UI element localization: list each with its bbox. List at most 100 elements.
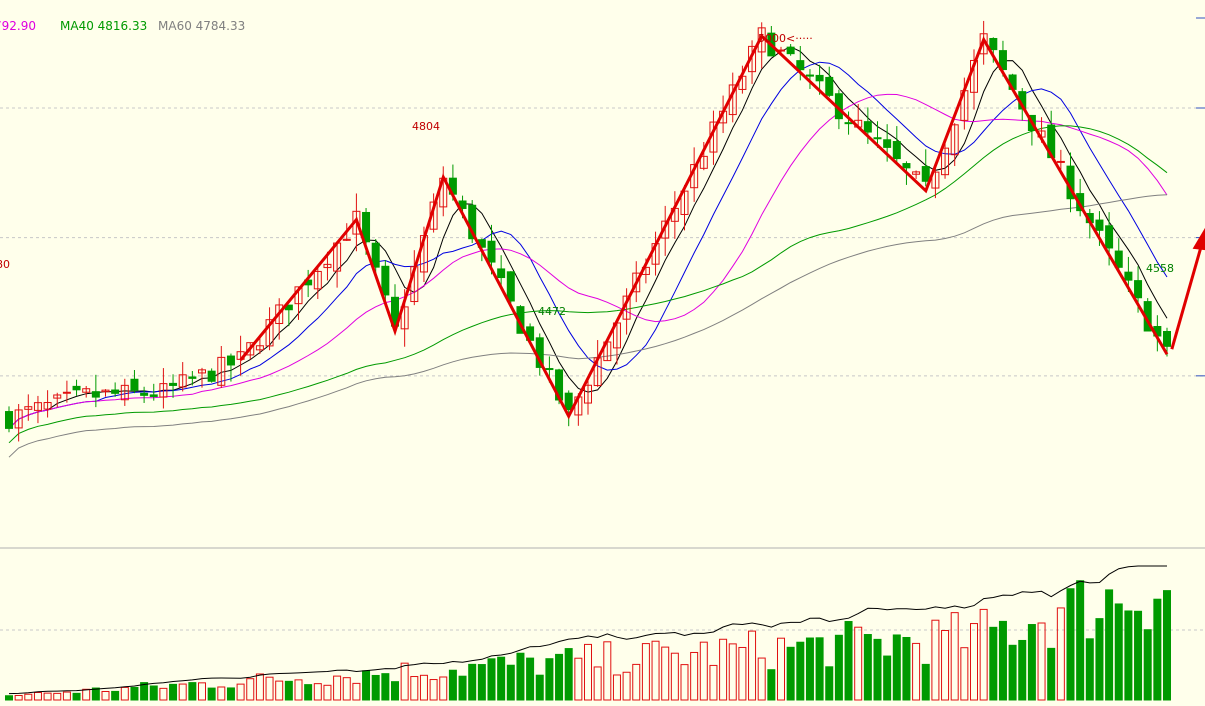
volume-bar [362, 670, 371, 701]
candle-body [873, 137, 882, 140]
volume-bar [342, 677, 351, 701]
candle-body [101, 389, 110, 393]
candle-body [82, 388, 91, 393]
volume-bar [24, 693, 33, 701]
volume-bar [719, 638, 728, 701]
candle-body [497, 268, 506, 279]
legend-ma40: MA40 4816.33 [60, 19, 147, 33]
volume-bar [651, 640, 660, 701]
volume-bar [62, 691, 71, 701]
candle-body [564, 392, 573, 411]
volume-bar [699, 641, 708, 701]
candle-body [1056, 160, 1065, 163]
volume-bar [497, 656, 506, 701]
volume-bar [902, 636, 911, 701]
candle-body [1095, 219, 1104, 231]
candle-body [275, 304, 284, 325]
volume-bar [1095, 618, 1104, 701]
candle-body [371, 242, 380, 268]
volume-bar [873, 638, 882, 701]
volume-bar [834, 634, 843, 701]
volume-bar [989, 626, 998, 701]
candle-body [545, 368, 554, 371]
volume-bar [159, 687, 168, 701]
volume-bar [863, 634, 872, 701]
volume-bar [1037, 622, 1046, 701]
volume-bar [188, 682, 197, 701]
volume-bar [333, 675, 342, 701]
candle-body [825, 76, 834, 96]
volume-bar [622, 671, 631, 701]
candle-body [43, 402, 52, 410]
ma20-line [8, 93, 1168, 429]
annotation-5000: 5000<····· [758, 32, 813, 45]
candle-body [72, 385, 81, 391]
volume-bar [487, 658, 496, 701]
volume-bar [313, 683, 322, 701]
volume-bar [777, 637, 785, 701]
candle-body [902, 163, 911, 169]
volume-bar [1105, 589, 1114, 701]
volume-bar [796, 641, 805, 701]
volume-bar [419, 674, 428, 701]
candle-body [169, 382, 178, 386]
candle-body [844, 122, 853, 125]
annotation-left-edge: 80 [0, 258, 10, 271]
volume-bar [149, 685, 158, 701]
candle-body [506, 271, 515, 302]
candle-body [468, 204, 477, 240]
annotation-4804: 4804 [412, 120, 440, 133]
volume-bar [709, 664, 718, 701]
candle-body [53, 394, 62, 399]
volume-bar [448, 669, 457, 701]
volume-bar [111, 690, 120, 701]
rebound-arrow-shaft [1170, 244, 1204, 350]
zigzag-path [239, 33, 1169, 420]
candle-body [400, 306, 409, 330]
candle-body [178, 374, 187, 388]
candle-body [24, 406, 33, 410]
volume-bar [120, 686, 129, 701]
volume-bar [323, 684, 332, 701]
volume-bar [198, 682, 206, 701]
volume-bar [555, 653, 564, 701]
volume-bar [1134, 610, 1143, 701]
volume-bar [738, 646, 747, 701]
volume-bar [1143, 629, 1152, 701]
candle-body [391, 296, 399, 327]
candle-body [140, 392, 149, 396]
candle-body [931, 171, 940, 189]
volume-bar [892, 634, 901, 701]
volume-bar [381, 673, 390, 701]
volume-bar [1018, 639, 1027, 701]
volume-bar [815, 637, 824, 701]
volume-bar [1056, 607, 1065, 701]
volume-bar [535, 674, 544, 701]
volume-bar [1066, 588, 1075, 701]
volume-bar [1153, 598, 1162, 701]
volume-bar [236, 683, 245, 701]
volume-bar [690, 651, 699, 701]
candle-body [62, 391, 71, 394]
volume-bar [178, 683, 187, 701]
volume-bar [169, 683, 178, 701]
volume-bar [91, 687, 100, 701]
ma-legend: 792.90 MA40 4816.33 MA60 4784.33 [0, 19, 245, 33]
volume-bar [680, 664, 689, 701]
legend-ma20: 792.90 [0, 19, 36, 33]
volume-bar [400, 662, 409, 701]
candle-body [342, 238, 351, 241]
volume-bar [767, 669, 776, 701]
volume-bar [979, 608, 988, 701]
candle-body [921, 166, 930, 182]
candle-body [149, 394, 158, 397]
volume-bar [101, 690, 110, 701]
candle-body [796, 60, 805, 71]
volume-bar [825, 666, 834, 701]
volume-bar [883, 655, 892, 701]
candle-body [1163, 330, 1171, 347]
volume-bar [5, 695, 13, 701]
volume-bar [284, 680, 293, 701]
volume-bar [429, 679, 438, 701]
